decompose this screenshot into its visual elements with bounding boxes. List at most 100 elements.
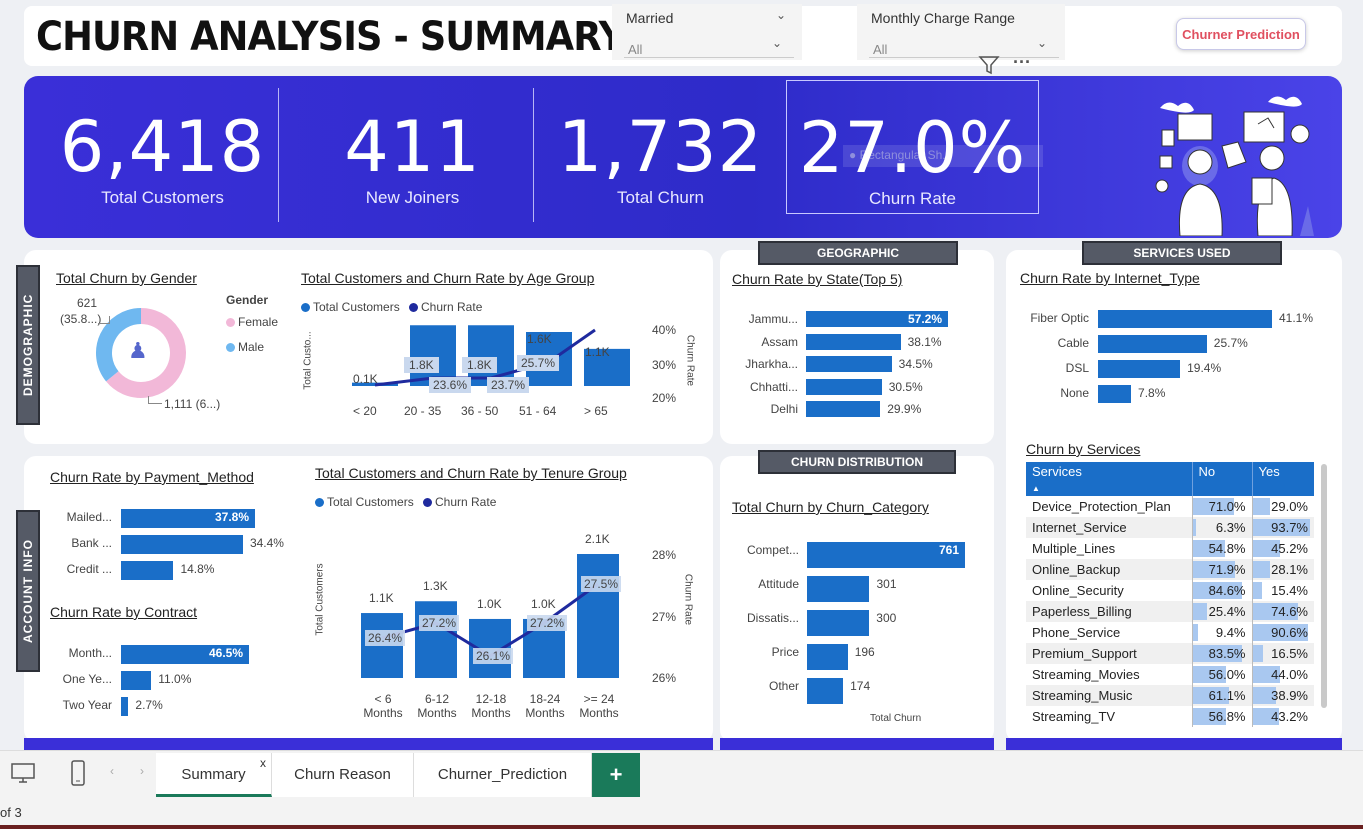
table-row[interactable]: Paperless_Billing 25.4% 74.6% <box>1026 601 1314 622</box>
column-header-services[interactable]: Services ▲ <box>1026 462 1193 496</box>
donut-slice-female <box>106 308 186 398</box>
payment-bar[interactable] <box>121 561 174 580</box>
cell-fill-bar <box>1192 561 1235 578</box>
category-bar[interactable] <box>807 644 848 670</box>
tenure-bar-label: 1.0K <box>531 596 556 611</box>
legend-male[interactable]: Male <box>226 340 264 354</box>
category-category-label: Compet... <box>746 543 799 557</box>
slicer-married-label: Married <box>626 10 674 26</box>
services-table-body: Device_Protection_Plan 71.0% 29.0% Internet… <box>1026 496 1314 727</box>
desktop-view-icon[interactable] <box>10 761 36 785</box>
state-bar[interactable] <box>806 333 901 350</box>
internet-bar[interactable] <box>1098 385 1132 403</box>
state-category-label: Jammu... <box>748 312 798 326</box>
age-bar-label: 0.1K <box>353 372 378 386</box>
state-bar[interactable] <box>806 378 882 395</box>
age-tick: < 20 <box>353 404 377 418</box>
services-table-wrap[interactable]: Services ▲ No Yes Device_Protection_Plan 7… <box>1026 462 1314 732</box>
contract-bar[interactable] <box>121 697 129 716</box>
table-row[interactable]: Internet_Service 6.3% 93.7% <box>1026 517 1314 538</box>
service-name: Premium_Support <box>1026 643 1193 664</box>
mobile-view-icon[interactable] <box>70 759 86 787</box>
table-row[interactable]: Device_Protection_Plan 71.0% 29.0% <box>1026 496 1314 517</box>
table-row[interactable]: Streaming_Music 61.1% 38.9% <box>1026 685 1314 706</box>
tenure-legend-rate[interactable]: Churn Rate <box>423 495 496 509</box>
category-bar[interactable] <box>807 610 870 636</box>
contract-category-label: Month... <box>68 646 112 660</box>
category-bar[interactable] <box>807 678 844 704</box>
column-header-no[interactable]: No <box>1192 462 1253 496</box>
cell-value: 90.6% <box>1271 625 1308 640</box>
state-bar[interactable] <box>806 311 948 327</box>
tenure-ylabel-right: Churn Rate <box>682 573 694 626</box>
tab-churn-reason[interactable]: Churn Reason <box>272 753 414 797</box>
cell-value: 93.7% <box>1271 520 1308 535</box>
churner-prediction-button[interactable]: Churner Prediction <box>1176 18 1306 50</box>
table-row[interactable]: Multiple_Lines 54.8% 45.2% <box>1026 538 1314 559</box>
table-row[interactable]: Streaming_Movies 56.0% 44.0% <box>1026 664 1314 685</box>
column-header-yes[interactable]: Yes <box>1252 462 1314 496</box>
tenure-rate-label: 26.1% <box>473 648 514 664</box>
people-illustration <box>1140 86 1340 237</box>
state-bar[interactable] <box>806 356 892 372</box>
age-right-tick: 30% <box>652 358 677 372</box>
age-bar <box>468 325 514 386</box>
contract-bar[interactable] <box>121 645 249 664</box>
filter-icon[interactable] <box>978 54 1000 76</box>
internet-category-label: Cable <box>1057 336 1089 350</box>
table-row[interactable]: Premium_Support 83.5% 16.5% <box>1026 643 1314 664</box>
tab-churner-prediction[interactable]: Churner_Prediction <box>414 753 592 797</box>
table-row[interactable]: Online_Backup 71.9% 28.1% <box>1026 559 1314 580</box>
close-icon[interactable]: x <box>260 756 266 770</box>
tab-prev-icon[interactable]: ‹ <box>110 764 114 778</box>
sort-up-icon: ▲ <box>1032 484 1040 493</box>
tab-next-icon[interactable]: › <box>140 764 144 778</box>
table-row[interactable]: Streaming_TV 56.8% 43.2% <box>1026 706 1314 727</box>
kpi-churn-rate[interactable]: ● Rectangular Sh... 27.0% Churn Rate <box>786 80 1043 214</box>
cell-value: 9.4% <box>1215 625 1246 640</box>
gender-chart-title: Total Churn by Gender <box>56 270 197 286</box>
table-scrollbar[interactable] <box>1321 464 1327 708</box>
payment-bar[interactable] <box>121 509 255 528</box>
internet-bar[interactable] <box>1098 310 1272 328</box>
table-row[interactable]: Online_Security 84.6% 15.4% <box>1026 580 1314 601</box>
kpi-new-joiners: 411 New Joiners <box>290 106 535 208</box>
contract-bar[interactable] <box>121 671 152 690</box>
kpi-churn-rate-text: 27.0% Churn Rate <box>787 107 1038 209</box>
add-page-button[interactable]: + <box>592 753 640 797</box>
slicer-monthly-charge-dropdown[interactable]: All ⌄ <box>869 34 1059 58</box>
tenure-right-tick: 27% <box>652 610 677 624</box>
table-row[interactable]: Phone_Service 9.4% 90.6% <box>1026 622 1314 643</box>
legend-female[interactable]: Female <box>226 315 278 329</box>
age-legend-customers[interactable]: Total Customers <box>301 300 400 314</box>
tenure-legend-customers[interactable]: Total Customers <box>315 495 414 509</box>
age-chart-area <box>340 310 640 400</box>
tenure-bar-label: 2.1K <box>585 532 610 546</box>
donut-leader-female <box>148 396 162 404</box>
kpi-value: 1,732 <box>557 106 764 188</box>
category-bar[interactable] <box>807 542 965 568</box>
cell-value: 44.0% <box>1271 667 1308 682</box>
tenure-right-tick: 28% <box>652 548 677 562</box>
section-tab-account-info: ACCOUNT INFO <box>16 510 40 672</box>
slicer-monthly-charge[interactable]: Monthly Charge Range All ⌄ <box>857 4 1065 60</box>
internet-bar[interactable] <box>1098 360 1181 378</box>
tenure-rate-label: 27.2% <box>419 615 460 631</box>
category-value-label: 761 <box>938 543 959 557</box>
state-bar[interactable] <box>806 401 881 417</box>
cell-fill-bar <box>1252 687 1277 704</box>
more-options-icon[interactable]: ··· <box>1013 52 1031 72</box>
category-bar[interactable] <box>807 576 870 602</box>
tenure-bar-label: 1.1K <box>369 591 394 606</box>
tab-summary[interactable]: Summary x <box>156 753 272 797</box>
state-value-label: 30.5% <box>888 379 923 394</box>
slicer-married-dropdown[interactable]: All ⌄ <box>624 34 794 58</box>
internet-bar[interactable] <box>1098 335 1207 353</box>
status-bar: of 3 <box>0 800 1363 829</box>
category-value-label: 301 <box>876 577 897 591</box>
chevron-down-icon[interactable]: ⌄ <box>776 8 787 22</box>
slicer-married[interactable]: Married ⌄ All ⌄ <box>612 4 802 60</box>
age-rate-label: 23.7% <box>487 377 530 393</box>
age-legend-rate[interactable]: Churn Rate <box>409 300 482 314</box>
payment-bar[interactable] <box>121 535 243 554</box>
